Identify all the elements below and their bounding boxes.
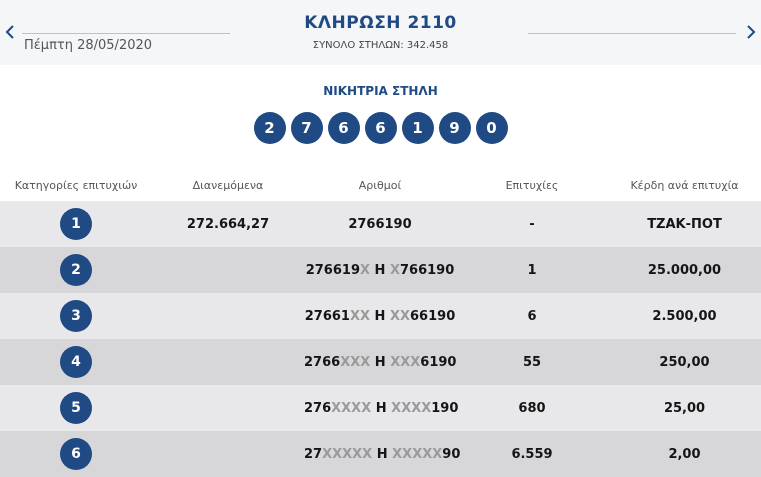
total-columns: ΣΥΝΟΛΟ ΣΤΗΛΩΝ: 342.458 <box>312 40 449 51</box>
masked-digits: XXXX <box>391 400 432 416</box>
winning-digit-ball: 2 <box>253 112 286 144</box>
winning-digit-ball: 9 <box>438 112 471 144</box>
category-badge: 1 <box>60 208 92 240</box>
masked-digits: XXXXX <box>322 446 373 462</box>
header-prize: Κέρδη ανά επιτυχία <box>630 179 739 192</box>
category-badge: 6 <box>60 438 92 470</box>
prize-cell: 25,00 <box>663 400 706 416</box>
number-segment: 276619 <box>305 262 360 278</box>
winners-cell: - <box>529 216 535 232</box>
table-row: 1 272.664,27 2766190 - ΤΖΑΚ-ΠΟΤ <box>0 201 761 247</box>
numbers-cell: 27661XX Η XX66190 <box>304 309 456 324</box>
numbers-cell: 276619X Η X766190 <box>304 263 456 278</box>
chevron-right-icon[interactable] <box>744 22 758 42</box>
category-badge: 5 <box>60 392 92 424</box>
numbers-pattern: 2766190 <box>348 217 411 232</box>
number-segment: Η <box>370 262 390 278</box>
chevron-left-icon[interactable] <box>3 22 17 42</box>
prize-cell: ΤΖΑΚ-ΠΟΤ <box>647 216 722 232</box>
winners-cell: 6 <box>527 308 537 324</box>
category-cell: 6 <box>0 438 152 470</box>
masked-digits: XX <box>389 308 411 324</box>
number-segment: 27 <box>304 446 323 462</box>
winning-digit-ball: 1 <box>401 112 434 144</box>
table-row: 6 27XXXXX Η XXXXX90 6.559 2,00 <box>0 431 761 477</box>
category-badge: 3 <box>60 300 92 332</box>
category-cell: 2 <box>0 254 152 286</box>
numbers-pattern: 27661XX Η XX66190 <box>305 309 456 324</box>
masked-digits: X <box>360 262 371 278</box>
table-row: 2 276619X Η X766190 1 25.000,00 <box>0 247 761 293</box>
category-cell: 4 <box>0 346 152 378</box>
header-categories: Κατηγορίες επιτυχιών <box>14 179 138 192</box>
number-segment: 2766190 <box>348 216 412 232</box>
masked-digits: XX <box>349 308 371 324</box>
number-segment: 27661 <box>304 308 350 324</box>
masked-digits: X <box>389 262 400 278</box>
winning-digit-ball: 6 <box>327 112 360 144</box>
header-numbers: Αριθμοί <box>358 179 402 192</box>
number-segment: 90 <box>442 446 461 462</box>
header-distributed: Διανεμόμενα <box>192 179 264 192</box>
table-row: 3 27661XX Η XX66190 6 2.500,00 <box>0 293 761 339</box>
prize-table: Κατηγορίες επιτυχιών Διανεμόμενα Αριθμοί… <box>0 170 761 477</box>
number-segment: 766190 <box>400 262 455 278</box>
numbers-cell: 27XXXXX Η XXXXX90 <box>304 447 460 462</box>
category-badge: 4 <box>60 346 92 378</box>
table-row: 4 2766XXX Η XXX6190 55 250,00 <box>0 339 761 385</box>
prize-cell: 2,00 <box>668 446 701 462</box>
numbers-pattern: 27XXXXX Η XXXXX90 <box>304 447 460 462</box>
draw-title: ΚΛΗΡΩΣΗ 2110 <box>304 13 457 33</box>
winning-digit-ball: 6 <box>364 112 397 144</box>
number-segment: 190 <box>431 400 459 416</box>
winning-digit-ball: 7 <box>290 112 323 144</box>
winners-cell: 1 <box>527 262 537 278</box>
number-segment: 66190 <box>410 308 456 324</box>
masked-digits: XXXXX <box>392 446 443 462</box>
numbers-pattern: 2766XXX Η XXX6190 <box>304 355 456 370</box>
winning-digit-ball: 0 <box>475 112 508 144</box>
header-divider-right <box>528 33 736 34</box>
winners-cell: 680 <box>518 400 546 416</box>
category-cell: 1 <box>0 208 152 240</box>
number-segment: Η <box>372 446 393 462</box>
category-badge: 2 <box>60 254 92 286</box>
masked-digits: XXX <box>340 354 371 370</box>
winners-cell: 55 <box>522 354 542 370</box>
category-cell: 5 <box>0 392 152 424</box>
table-body: 1 272.664,27 2766190- ΤΖΑΚ-ΠΟΤ 2 276619X Η X7… <box>0 201 761 477</box>
masked-digits: XXXX <box>331 400 372 416</box>
masked-digits: XXX <box>390 354 421 370</box>
header-divider-left <box>22 33 230 34</box>
number-segment: 2766 <box>304 354 341 370</box>
table-row: 5 276XXXX Η XXXX190 680 25,00 <box>0 385 761 431</box>
header-winners: Επιτυχίες <box>505 179 559 192</box>
category-cell: 3 <box>0 300 152 332</box>
number-segment: Η <box>370 308 390 324</box>
numbers-cell: 2766XXX Η XXX6190 <box>304 355 456 370</box>
winners-cell: 6.559 <box>511 446 553 462</box>
numbers-pattern: 276XXXX Η XXXX190 <box>304 401 458 416</box>
numbers-cell: 2766190 <box>304 217 456 232</box>
draw-header: Πέμπτη 28/05/2020 ΚΛΗΡΩΣΗ 2110 ΣΥΝΟΛΟ ΣΤ… <box>0 0 761 65</box>
number-segment: 6190 <box>420 354 457 370</box>
numbers-pattern: 276619X Η X766190 <box>306 263 455 278</box>
prize-cell: 25.000,00 <box>647 262 722 278</box>
prize-cell: 2.500,00 <box>652 308 717 324</box>
winning-column-label: ΝΙΚΗΤΡΙΑ ΣΤΗΛΗ <box>323 84 438 98</box>
number-segment: 276 <box>304 400 332 416</box>
number-segment: Η <box>370 354 391 370</box>
number-segment: Η <box>371 400 392 416</box>
table-header: Κατηγορίες επιτυχιών Διανεμόμενα Αριθμοί… <box>0 170 761 201</box>
prize-cell: 250,00 <box>659 354 710 370</box>
draw-date: Πέμπτη 28/05/2020 <box>24 38 153 53</box>
distributed-cell: 272.664,27 <box>186 216 270 232</box>
numbers-cell: 276XXXX Η XXXX190 <box>304 401 458 416</box>
